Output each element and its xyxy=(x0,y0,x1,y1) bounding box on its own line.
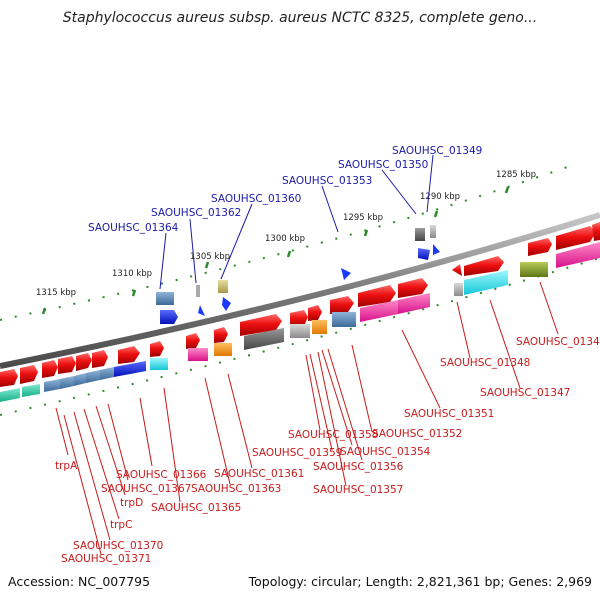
gene-label-SAOUHSC_01361[interactable]: SAOUHSC_01361 xyxy=(214,468,304,480)
forward-genes xyxy=(0,222,600,387)
gene-label-SAOUHSC_01358[interactable]: SAOUHSC_01358 xyxy=(288,429,378,441)
gene-label-SAOUHSC_01348[interactable]: SAOUHSC_01348 xyxy=(440,357,530,369)
gene-label-SAOUHSC_01365[interactable]: SAOUHSC_01365 xyxy=(151,502,241,514)
gene-label-SAOUHSC_01354[interactable]: SAOUHSC_01354 xyxy=(340,446,431,458)
outer-tick-track xyxy=(0,165,571,321)
lower-leaders xyxy=(55,281,559,555)
gene-label-trpA[interactable]: trpA xyxy=(55,460,78,472)
category-track xyxy=(0,242,600,402)
gene-label-SAOUHSC_01349[interactable]: SAOUHSC_01349 xyxy=(392,145,482,157)
tick-label-1295: 1295 kbp xyxy=(343,213,383,223)
tick-label-1285: 1285 kbp xyxy=(496,170,536,180)
gene-label-SAOUHSC_01359[interactable]: SAOUHSC_01359 xyxy=(252,447,342,459)
gene-label-trpC[interactable]: trpC xyxy=(110,519,132,531)
topology-text: Topology: circular; Length: 2,821,361 bp… xyxy=(248,574,592,589)
tick-label-1315: 1315 kbp xyxy=(36,288,76,298)
tick-label-1305: 1305 kbp xyxy=(190,252,230,262)
gene-label-SAOUHSC_01357[interactable]: SAOUHSC_01357 xyxy=(313,484,403,496)
gene-label-SAOUHSC_01347[interactable]: SAOUHSC_01347 xyxy=(480,387,570,399)
gene-label-SAOUHSC_01351[interactable]: SAOUHSC_01351 xyxy=(404,408,494,420)
gene-label-SAOUHSC_01364[interactable]: SAOUHSC_01364 xyxy=(88,222,179,234)
tick-label-1290: 1290 kbp xyxy=(420,192,460,202)
tick-label-1300: 1300 kbp xyxy=(265,234,305,244)
gene-label-SAOUHSC_01346[interactable]: SAOUHSC_01346 xyxy=(516,336,600,348)
gene-label-SAOUHSC_01367[interactable]: SAOUHSC_01367 xyxy=(101,483,191,495)
gene-label-SAOUHSC_01366[interactable]: SAOUHSC_01366 xyxy=(116,469,207,481)
major-ticks xyxy=(41,186,510,315)
gene-label-SAOUHSC_01370[interactable]: SAOUHSC_01370 xyxy=(73,540,163,552)
gene-label-SAOUHSC_01353[interactable]: SAOUHSC_01353 xyxy=(282,175,372,187)
gene-label-SAOUHSC_01350[interactable]: SAOUHSC_01350 xyxy=(338,159,428,171)
gene-label-trpD[interactable]: trpD xyxy=(120,497,143,509)
gene-label-SAOUHSC_01371[interactable]: SAOUHSC_01371 xyxy=(61,553,151,565)
tick-label-1310: 1310 kbp xyxy=(112,269,152,279)
chromosome-backbone xyxy=(0,212,600,369)
accession-text: Accession: NC_007795 xyxy=(8,574,151,589)
inner-tick-track xyxy=(0,257,600,416)
upper-leaders xyxy=(159,154,434,290)
upper-features xyxy=(156,225,440,324)
map-title: Staphylococcus aureus subsp. aureus NCTC… xyxy=(62,10,538,26)
gene-label-SAOUHSC_01363[interactable]: SAOUHSC_01363 xyxy=(191,483,281,495)
gene-label-SAOUHSC_01360[interactable]: SAOUHSC_01360 xyxy=(211,193,301,205)
gene-label-SAOUHSC_01352[interactable]: SAOUHSC_01352 xyxy=(372,428,462,440)
gene-label-SAOUHSC_01356[interactable]: SAOUHSC_01356 xyxy=(313,461,404,473)
gene-label-SAOUHSC_01362[interactable]: SAOUHSC_01362 xyxy=(151,207,241,219)
